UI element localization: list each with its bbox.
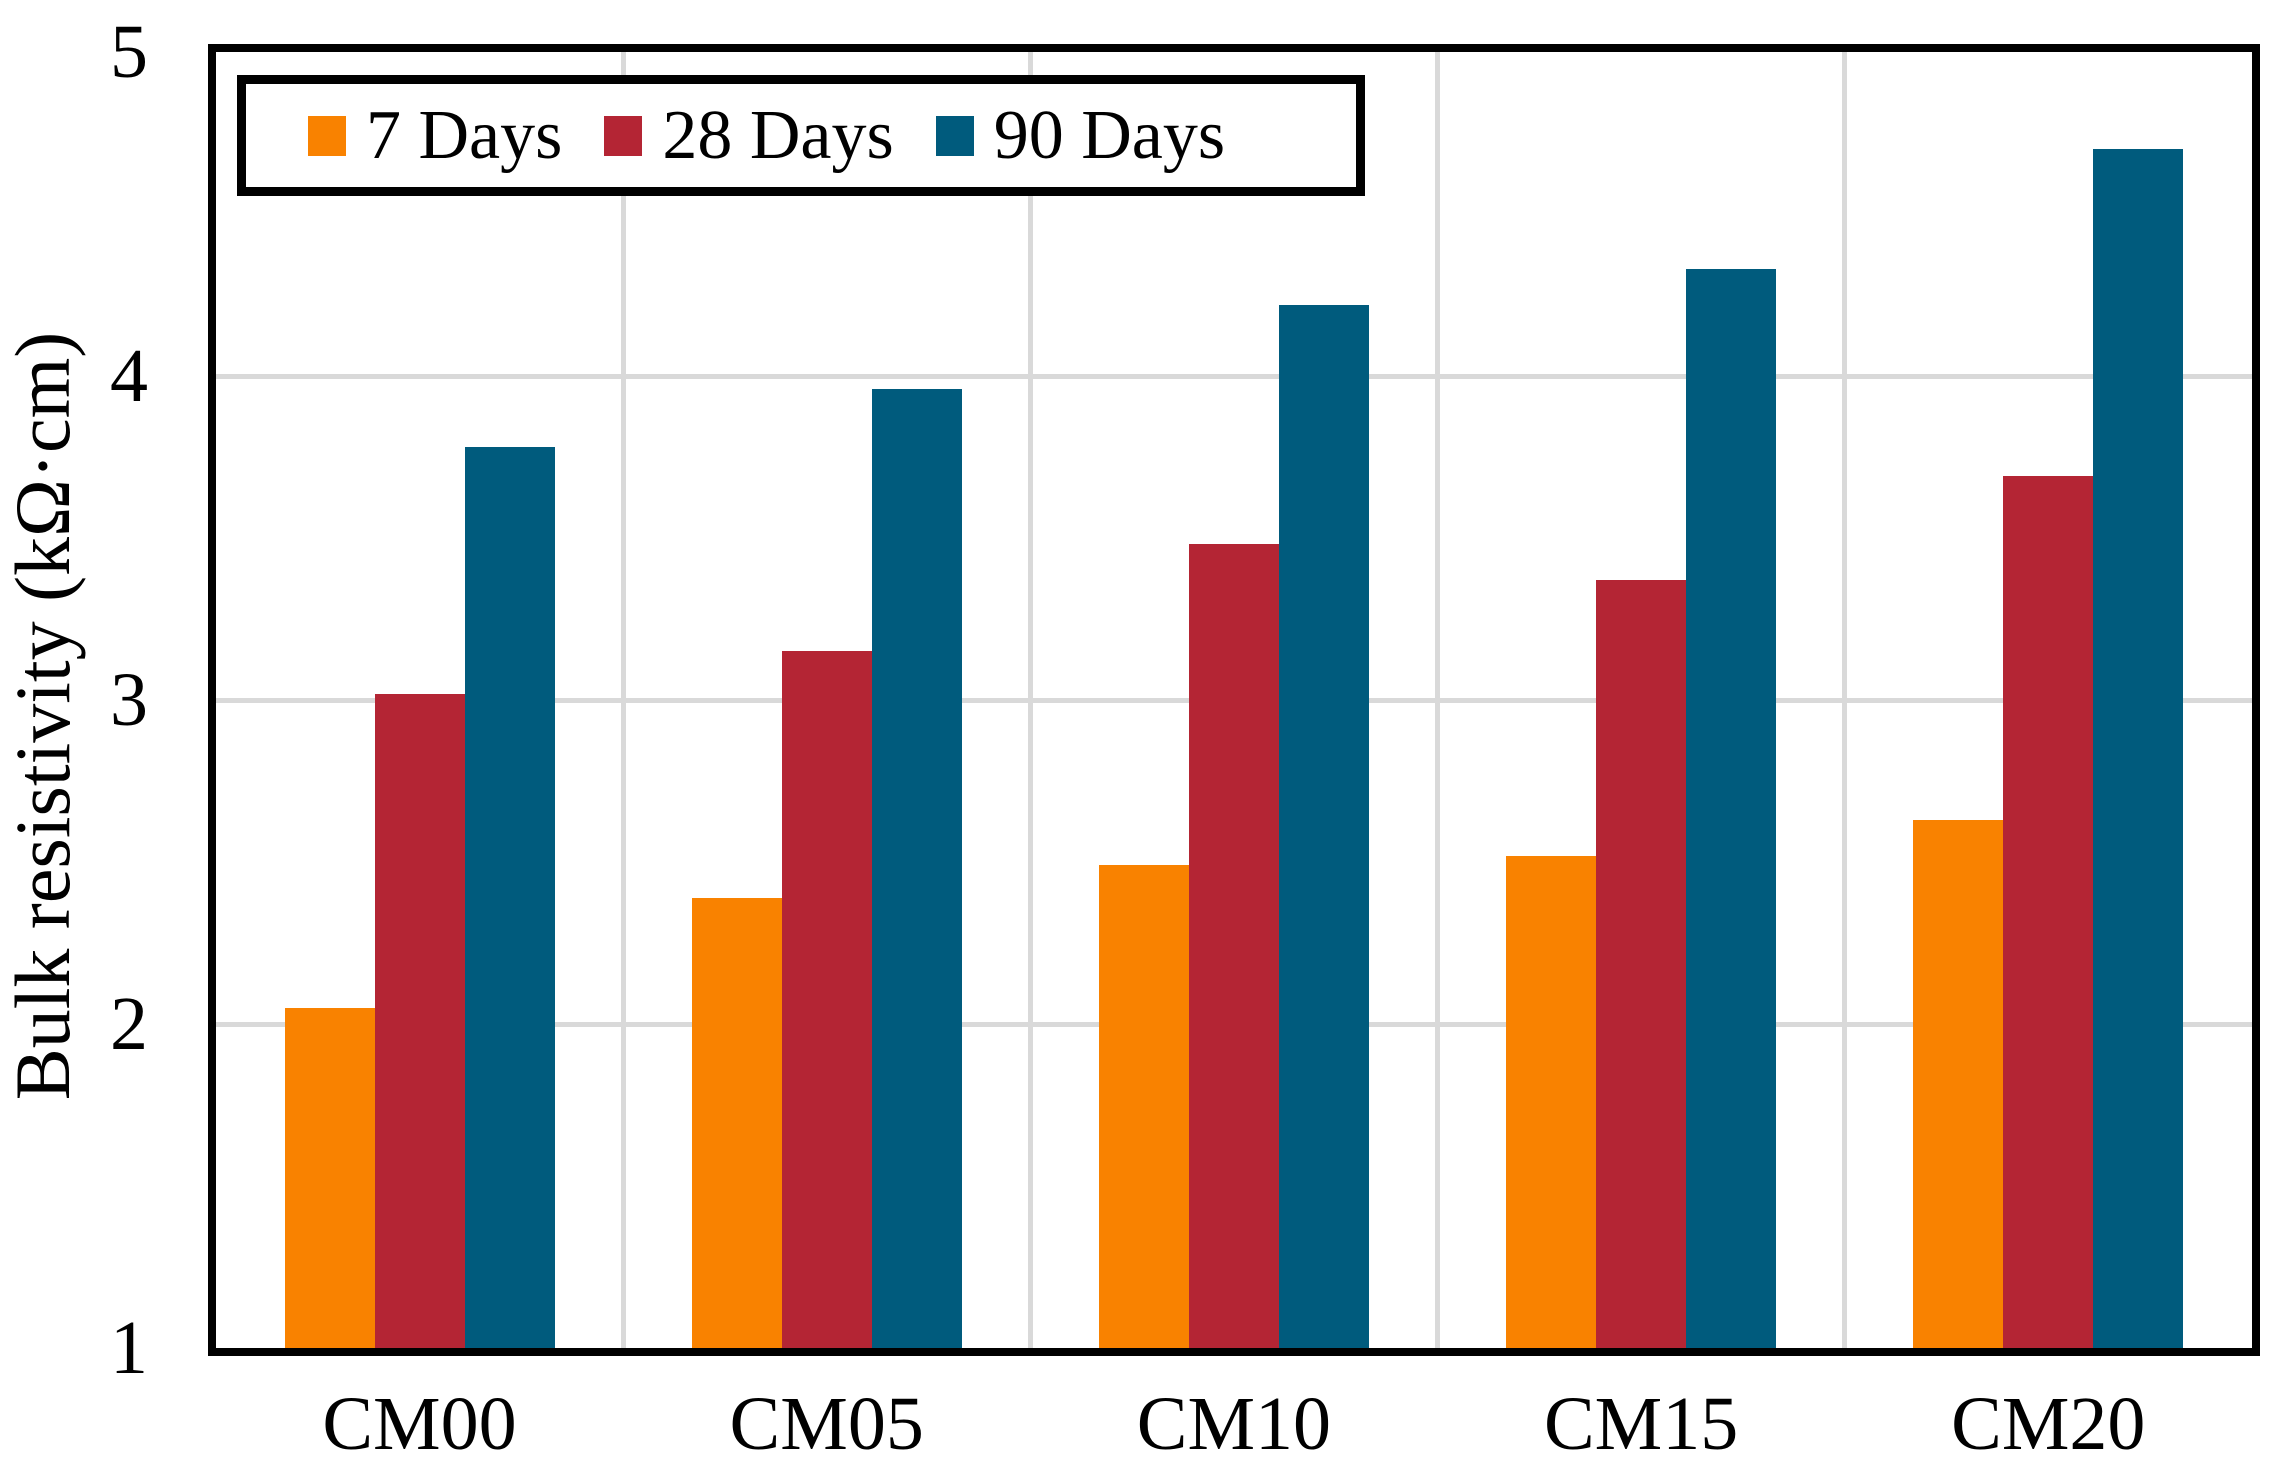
bar-cm20-90-days (2093, 149, 2184, 1348)
horizontal-gridline-4 (216, 373, 2252, 379)
legend-swatch-28-days (604, 115, 643, 156)
bar-cm15-28-days (1596, 580, 1687, 1348)
y-tick-label-1: 1 (110, 1306, 148, 1390)
bar-cm00-7-days (284, 1007, 375, 1348)
x-category-label-cm20: CM20 (1951, 1382, 2146, 1466)
legend-swatch-90-days (935, 115, 974, 156)
x-category-label-cm15: CM15 (1543, 1382, 1739, 1466)
y-tick-label-4: 4 (110, 334, 148, 418)
vertical-gridline-1 (620, 52, 626, 1348)
bar-cm00-90-days (464, 447, 555, 1348)
legend-label-28-days: 28 Days (662, 96, 894, 174)
legend-item-90-days: 90 Days (935, 96, 1226, 174)
legend-label-7-days: 7 Days (366, 96, 563, 174)
plot-area: 7 Days 28 Days 90 Days (208, 44, 2260, 1356)
vertical-gridline-4 (1842, 52, 1848, 1348)
y-tick-label-5: 5 (110, 10, 148, 94)
bar-cm15-7-days (1506, 855, 1597, 1348)
bar-cm20-28-days (2003, 476, 2094, 1348)
bar-cm00-28-days (374, 693, 465, 1348)
bar-cm05-28-days (781, 651, 872, 1348)
y-tick-label-2: 2 (110, 982, 148, 1066)
legend-item-28-days: 28 Days (604, 96, 894, 174)
bar-cm10-28-days (1189, 544, 1279, 1348)
bar-cm10-90-days (1279, 304, 1369, 1348)
bar-cm20-7-days (1913, 819, 2004, 1348)
x-category-label-cm10: CM10 (1136, 1382, 1332, 1466)
x-category-label-cm00: CM00 (322, 1382, 517, 1466)
legend-label-90-days: 90 Days (993, 96, 1226, 174)
legend-item-7-days: 7 Days (308, 96, 563, 174)
vertical-gridline-2 (1027, 52, 1033, 1348)
y-tick-label-3: 3 (110, 658, 148, 742)
legend-swatch-7-days (308, 115, 346, 156)
legend: 7 Days 28 Days 90 Days (237, 75, 1365, 196)
x-category-label-cm05: CM05 (729, 1382, 924, 1466)
vertical-gridline-3 (1435, 52, 1441, 1348)
bar-cm15-90-days (1686, 269, 1777, 1348)
bar-cm05-90-days (871, 388, 962, 1348)
bar-cm05-7-days (691, 897, 782, 1348)
bar-cm10-7-days (1099, 865, 1189, 1348)
